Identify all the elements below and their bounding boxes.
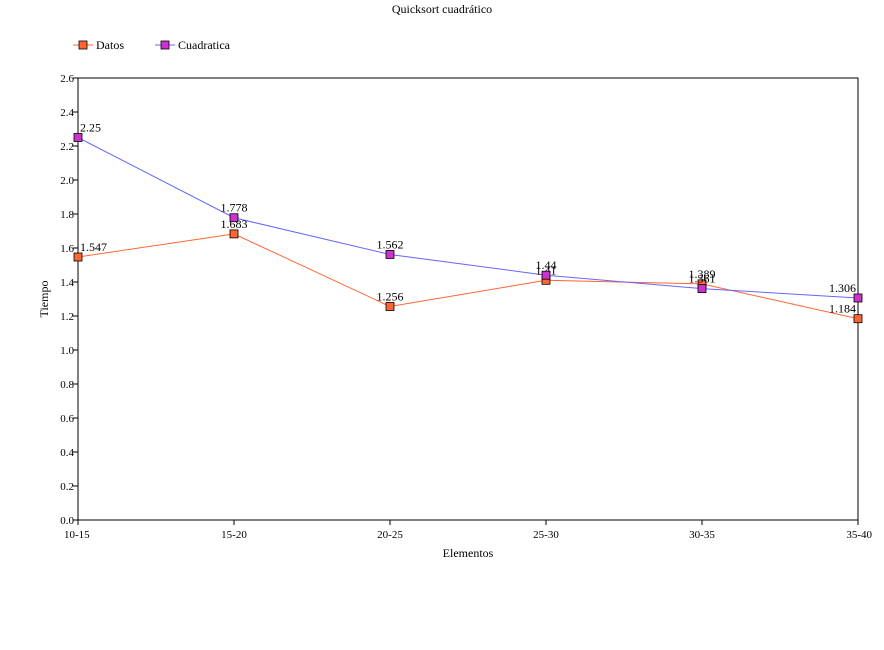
x-tick-label: 20-25 [377, 529, 403, 541]
y-axis-label: Tiempo [37, 281, 51, 318]
data-point-datos [73, 252, 83, 262]
data-label-cuadratica: 2.25 [80, 121, 101, 135]
data-point-datos [385, 302, 395, 311]
legend-label-datos: Datos [96, 38, 124, 52]
data-point-datos [229, 229, 239, 239]
x-tick-label: 10-15 [64, 529, 90, 541]
data-label-cuadratica: 1.562 [377, 237, 404, 251]
y-axis: 0.0 0.2 0.4 0.6 0.8 1.0 1.2 1.4 1.6 1.8 2.0 2.2 2.4 2… [60, 73, 78, 527]
series-line-datos [77, 233, 859, 320]
legend-marker-datos [78, 40, 88, 50]
y-tick-label: 2.2 [60, 141, 74, 153]
y-tick-label: 1.4 [60, 277, 74, 289]
data-label-datos: 1.547 [80, 240, 107, 254]
x-tick-label: 15-20 [221, 529, 247, 541]
y-tick-label: 2.4 [60, 107, 74, 119]
data-point-cuadratica [229, 213, 239, 223]
x-axis: 10-15 15-20 20-25 25-30 30-35 35-40 [64, 520, 872, 541]
data-point-cuadratica [541, 270, 551, 280]
data-label-datos: 1.389 [689, 267, 716, 281]
data-label-datos: 1.256 [377, 289, 404, 303]
y-tick-label: 0.2 [60, 481, 74, 493]
y-tick-label: 0.6 [60, 413, 74, 425]
data-label-cuadratica: 1.361 [689, 272, 716, 286]
x-tick-label: 30-35 [689, 529, 715, 541]
legend: Datos Cuadratica [73, 38, 231, 52]
data-label-cuadratica: 1.778 [221, 201, 248, 215]
y-tick-label: 1.0 [60, 345, 74, 357]
y-tick-label: 0.0 [60, 515, 74, 527]
legend-item-datos: Datos [73, 38, 124, 52]
chart-title: Quicksort cuadrático [392, 2, 492, 16]
series-layer: 1.547 1.683 1.256 1.41 1.389 1.184 2.25 1.778 1.… [73, 121, 863, 324]
y-tick-label: 1.8 [60, 209, 74, 221]
data-label-datos: 1.184 [829, 302, 856, 316]
legend-marker-cuadratica [160, 40, 170, 50]
legend-item-cuadratica: Cuadratica [155, 38, 231, 52]
data-label-datos: 1.683 [221, 217, 248, 231]
data-label-cuadratica: 1.44 [536, 258, 557, 272]
y-tick-label: 2.0 [60, 175, 74, 187]
series-line-cuadratica [77, 137, 859, 299]
data-point-cuadratica [853, 293, 863, 303]
x-axis-label: Elementos [443, 546, 494, 560]
y-tick-label: 0.8 [60, 379, 74, 391]
data-point-cuadratica [73, 133, 83, 142]
y-tick-label: 1.6 [60, 243, 74, 255]
x-tick-label: 35-40 [846, 529, 872, 541]
data-point-cuadratica [385, 250, 395, 259]
plot-area [77, 77, 859, 521]
legend-label-cuadratica: Cuadratica [178, 38, 231, 52]
data-label-datos: 1.41 [536, 263, 557, 277]
data-label-cuadratica: 1.306 [829, 281, 856, 295]
y-tick-label: 1.2 [60, 311, 74, 323]
data-point-datos [853, 314, 863, 324]
y-tick-label: 0.4 [60, 447, 74, 459]
y-tick-label: 2.6 [60, 73, 74, 85]
x-tick-label: 25-30 [533, 529, 559, 541]
data-point-cuadratica [697, 284, 707, 294]
